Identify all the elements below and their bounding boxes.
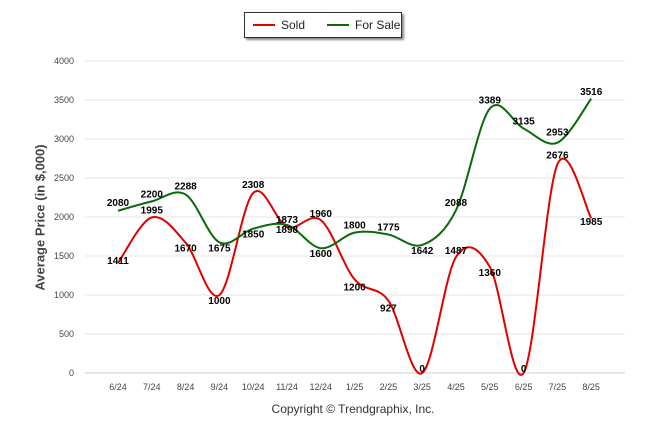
data-label-for-sale: 1600 (310, 249, 333, 260)
data-label-for-sale: 2288 (174, 182, 197, 193)
data-label-for-sale: 1898 (276, 225, 299, 236)
x-tick-label: 10/24 (242, 382, 265, 392)
data-label-sold: 1487 (445, 246, 468, 257)
x-tick-label: 5/25 (481, 382, 499, 392)
data-label-for-sale: 1642 (411, 246, 434, 257)
data-label-sold: 0 (521, 364, 527, 375)
legend-label-for-sale: For Sale (355, 18, 401, 32)
legend-swatch-for-sale (327, 24, 350, 26)
data-label-sold: 1411 (107, 256, 129, 267)
data-label-for-sale: 2088 (445, 198, 468, 209)
data-label-sold: 1670 (174, 244, 197, 255)
data-label-for-sale: 2200 (141, 189, 164, 200)
data-label-for-sale: 3389 (479, 96, 502, 107)
series-line-for-sale (117, 98, 593, 250)
data-label-for-sale: 2080 (107, 198, 130, 209)
x-tick-label: 3/25 (413, 382, 431, 392)
data-label-sold: 2308 (242, 180, 265, 191)
x-tick-label: 1/25 (346, 382, 364, 392)
y-tick-label: 2500 (54, 173, 74, 183)
x-tick-label: 2/25 (380, 382, 398, 392)
x-tick-label: 11/24 (276, 382, 298, 392)
series-line-sold (117, 157, 593, 376)
x-tick-label: 8/24 (177, 382, 195, 392)
data-label-sold: 1200 (343, 282, 366, 293)
data-label-for-sale: 3135 (512, 116, 535, 127)
y-tick-label: 500 (59, 329, 74, 339)
y-tick-label: 4000 (54, 56, 74, 66)
copyright-text: Copyright © Trendgraphix, Inc. (271, 402, 435, 416)
data-label-sold: 927 (380, 304, 397, 315)
data-label-for-sale: 1675 (208, 243, 231, 254)
data-label-sold: 1985 (580, 217, 603, 228)
data-label-for-sale: 1850 (242, 230, 265, 241)
x-tick-label: 9/24 (211, 382, 229, 392)
legend-item-sold[interactable]: Sold (245, 18, 305, 32)
legend-swatch-sold (253, 24, 275, 26)
x-tick-label: 7/25 (549, 382, 567, 392)
x-tick-label: 6/25 (515, 382, 533, 392)
x-tick-label: 12/24 (310, 382, 333, 392)
x-tick-label: 6/24 (109, 382, 127, 392)
data-label-sold: 0 (419, 364, 425, 375)
legend: Sold For Sale (244, 12, 402, 38)
data-label-for-sale: 2953 (546, 128, 569, 139)
data-label-for-sale: 1800 (343, 221, 366, 232)
y-tick-label: 0 (69, 368, 74, 378)
data-label-for-sale: 3516 (580, 87, 603, 98)
x-tick-label: 4/25 (447, 382, 465, 392)
y-tick-label: 3000 (54, 134, 74, 144)
data-label-sold: 2676 (546, 150, 569, 161)
data-label-sold: 1360 (479, 268, 502, 279)
data-label-sold: 1960 (310, 209, 333, 220)
legend-label-sold: Sold (281, 18, 306, 32)
data-label-sold: 1995 (141, 205, 164, 216)
data-label-sold: 1873 (276, 215, 299, 226)
y-tick-label: 2000 (54, 212, 74, 222)
x-tick-label: 7/24 (143, 382, 161, 392)
data-label-sold: 1000 (208, 296, 231, 307)
x-tick-label: 8/25 (582, 382, 600, 392)
legend-item-for-sale[interactable]: For Sale (319, 18, 400, 32)
y-tick-label: 1500 (54, 251, 74, 261)
y-tick-label: 3500 (54, 95, 74, 105)
y-tick-label: 1000 (54, 290, 74, 300)
data-label-for-sale: 1775 (377, 223, 400, 234)
